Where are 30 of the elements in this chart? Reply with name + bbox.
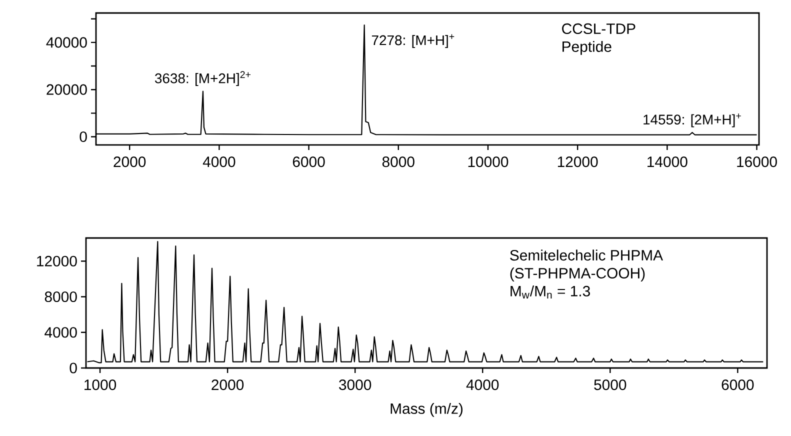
x-tick-label: 5000 [594, 380, 626, 390]
y-tick-label: 0 [80, 131, 87, 142]
x-tick-label: 2000 [114, 156, 146, 168]
annotation: 3638: [M+2H]$^{2+}$ [154, 71, 251, 86]
annotation: Peptide [562, 40, 612, 55]
annotation: CCSL-TDP [562, 23, 636, 34]
y-tick-label: 20000 [46, 84, 87, 95]
x-tick-label: 10000 [468, 156, 508, 168]
x-axis-title: Mass (m/z) [390, 402, 462, 417]
y-tick-label: 4000 [44, 327, 77, 338]
x-tick-label: 4000 [466, 380, 499, 390]
annotation: M$_{w}$/M$_{n}$ = 1.3 [510, 285, 590, 298]
x-tick-label: 6000 [292, 156, 325, 168]
x-tick-label: 6000 [722, 380, 754, 390]
y-tick-label: 8000 [44, 291, 77, 302]
x-tick-label: 4000 [202, 156, 236, 168]
x-tick-label: 14000 [648, 156, 688, 168]
x-tick-label: 1000 [84, 380, 116, 390]
y-tick-label: 40000 [46, 37, 87, 48]
x-tick-label: 12000 [558, 156, 598, 168]
annotation: Semitelechelic PHPMA [510, 250, 663, 261]
x-tick-label: 8000 [382, 156, 414, 168]
x-tick-label: 3000 [339, 380, 372, 390]
y-tick-label: 0 [70, 362, 77, 374]
y-tick-label: 12000 [37, 256, 77, 266]
annotation: 14559: [2M+H]$^{+}$ [644, 114, 741, 128]
x-tick-label: 2000 [212, 380, 244, 390]
x-tick-label: 16000 [737, 156, 777, 168]
annotation: (ST-PHPMA-COOH) [510, 268, 645, 282]
annotation: 7278: [M+H]$^{+}$ [372, 34, 454, 48]
